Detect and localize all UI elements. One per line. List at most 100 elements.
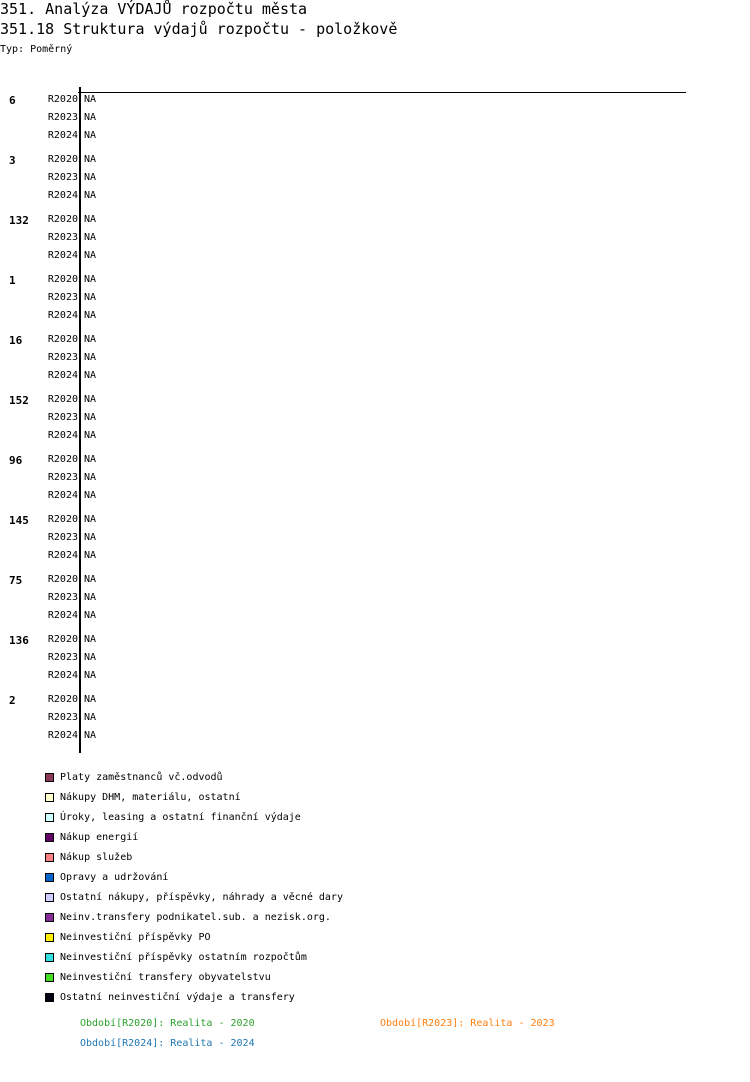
category-label: 75 — [9, 574, 23, 587]
period-label: R2024 — [47, 670, 78, 681]
period-label: R2020 — [47, 334, 78, 345]
bar-value-na: NA — [84, 472, 97, 483]
legend-swatch-icon — [45, 973, 54, 982]
legend-item: Neinvestiční transfery obyvatelstvu — [45, 972, 271, 983]
legend-swatch-icon — [45, 793, 54, 802]
period-label: R2023 — [47, 712, 78, 723]
bar-value-na: NA — [84, 190, 97, 201]
category-label: 136 — [9, 634, 29, 647]
legend-item: Nákup služeb — [45, 852, 132, 863]
bar-value-na: NA — [84, 532, 97, 543]
period-label: R2024 — [47, 310, 78, 321]
period-label: R2023 — [47, 592, 78, 603]
period-label: R2023 — [47, 532, 78, 543]
legend-swatch-icon — [45, 953, 54, 962]
bar-value-na: NA — [84, 430, 97, 441]
period-label: R2023 — [47, 472, 78, 483]
period-label: R2023 — [47, 352, 78, 363]
bar-value-na: NA — [84, 370, 97, 381]
bar-value-na: NA — [84, 712, 97, 723]
legend-swatch-icon — [45, 893, 54, 902]
top-axis-line — [78, 92, 686, 93]
period-label: R2020 — [47, 454, 78, 465]
period-label: R2024 — [47, 370, 78, 381]
period-label: R2020 — [47, 574, 78, 585]
legend-swatch-icon — [45, 933, 54, 942]
legend-item: Úroky, leasing a ostatní finanční výdaje — [45, 812, 301, 823]
category-label: 145 — [9, 514, 29, 527]
legend-item: Nákup energií — [45, 832, 138, 843]
legend-label: Neinvestiční příspěvky ostatním rozpočtů… — [60, 952, 307, 963]
bar-value-na: NA — [84, 352, 97, 363]
period-label: R2020 — [47, 274, 78, 285]
period-label: R2023 — [47, 652, 78, 663]
legend-item: Neinvestiční příspěvky PO — [45, 932, 211, 943]
legend-item: Ostatní neinvestiční výdaje a transfery — [45, 992, 295, 1003]
category-label: 3 — [9, 154, 16, 167]
period-label: R2024 — [47, 250, 78, 261]
legend-swatch-icon — [45, 913, 54, 922]
bar-value-na: NA — [84, 634, 97, 645]
legend-label: Neinv.transfery podnikatel.sub. a nezisk… — [60, 912, 331, 923]
period-label: R2020 — [47, 94, 78, 105]
page-title: 351. Analýza VÝDAJŮ rozpočtu města — [0, 0, 308, 18]
category-label: 96 — [9, 454, 23, 467]
period-label: R2020 — [47, 514, 78, 525]
legend-swatch-icon — [45, 813, 54, 822]
category-label: 16 — [9, 334, 23, 347]
legend-item: Opravy a udržování — [45, 872, 168, 883]
legend-label: Neinvestiční příspěvky PO — [60, 932, 211, 943]
legend-swatch-icon — [45, 873, 54, 882]
legend-label: Ostatní nákupy, příspěvky, náhrady a věc… — [60, 892, 343, 903]
bar-value-na: NA — [84, 214, 97, 225]
period-legend-item: Období[R2024]: Realita - 2024 — [80, 1038, 255, 1049]
period-label: R2023 — [47, 172, 78, 183]
legend-label: Nákup služeb — [60, 852, 133, 863]
period-label: R2024 — [47, 610, 78, 621]
bar-value-na: NA — [84, 670, 97, 681]
legend-swatch-icon — [45, 773, 54, 782]
category-label: 6 — [9, 94, 16, 107]
period-label: R2023 — [47, 112, 78, 123]
legend-label: Platy zaměstnanců vč.odvodů — [60, 772, 223, 783]
period-label: R2024 — [47, 430, 78, 441]
y-axis-line — [79, 87, 81, 753]
legend-swatch-icon — [45, 993, 54, 1002]
category-label: 2 — [9, 694, 16, 707]
legend-swatch-icon — [45, 853, 54, 862]
category-label: 1 — [9, 274, 16, 287]
legend-item: Nákupy DHM, materiálu, ostatní — [45, 792, 241, 803]
legend-item: Ostatní nákupy, příspěvky, náhrady a věc… — [45, 892, 343, 903]
bar-value-na: NA — [84, 454, 97, 465]
bar-value-na: NA — [84, 610, 97, 621]
legend-label: Neinvestiční transfery obyvatelstvu — [60, 972, 271, 983]
bar-value-na: NA — [84, 730, 97, 741]
bar-value-na: NA — [84, 250, 97, 261]
period-label: R2020 — [47, 394, 78, 405]
period-label: R2024 — [47, 730, 78, 741]
bar-value-na: NA — [84, 652, 97, 663]
legend-swatch-icon — [45, 833, 54, 842]
legend-item: Platy zaměstnanců vč.odvodů — [45, 772, 223, 783]
bar-value-na: NA — [84, 394, 97, 405]
bar-value-na: NA — [84, 310, 97, 321]
legend-item: Neinvestiční příspěvky ostatním rozpočtů… — [45, 952, 307, 963]
legend-item: Neinv.transfery podnikatel.sub. a nezisk… — [45, 912, 331, 923]
period-label: R2023 — [47, 412, 78, 423]
bar-chart: 6 R2020 NA R2023 NA R2024 NA 3 R2020 NA R2023 NA R20… — [9, 87, 686, 753]
legend-label: Nákup energií — [60, 832, 139, 843]
bar-value-na: NA — [84, 412, 97, 423]
bar-value-na: NA — [84, 274, 97, 285]
period-label: R2024 — [47, 190, 78, 201]
bar-value-na: NA — [84, 514, 97, 525]
period-legend-item: Období[R2023]: Realita - 2023 — [380, 1018, 555, 1029]
type-label: Typ: Poměrný — [0, 44, 73, 55]
bar-value-na: NA — [84, 550, 97, 561]
bar-value-na: NA — [84, 574, 97, 585]
bar-value-na: NA — [84, 334, 97, 345]
bar-value-na: NA — [84, 130, 97, 141]
bar-value-na: NA — [84, 112, 97, 123]
bar-value-na: NA — [84, 172, 97, 183]
period-label: R2024 — [47, 490, 78, 501]
category-label: 132 — [9, 214, 29, 227]
